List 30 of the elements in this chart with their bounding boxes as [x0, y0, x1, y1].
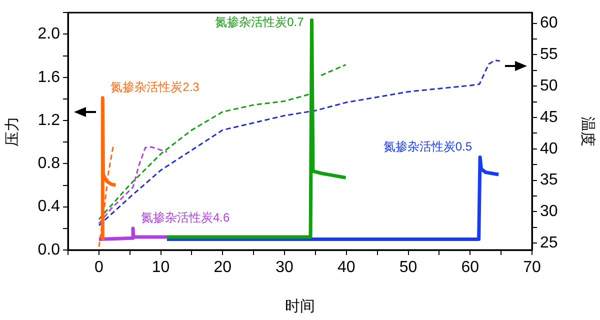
- x-tick-label: 30: [276, 259, 294, 276]
- y2-tick-label: 30: [540, 203, 558, 220]
- y2-tick-label: 55: [540, 46, 558, 64]
- x-tick-label: 40: [338, 259, 356, 276]
- y-tick-label: 2.0: [38, 26, 60, 43]
- x-tick-label: 10: [152, 259, 170, 276]
- y-tick-label: 1.2: [38, 112, 60, 129]
- x-tick-label: 20: [214, 259, 232, 276]
- y2-axis-title: 温度: [578, 116, 596, 146]
- x-axis-title: 时间: [285, 298, 315, 316]
- y2-tick-label: 45: [540, 108, 558, 126]
- y-tick-label: 0.8: [38, 155, 60, 172]
- y-tick-label: 0.0: [38, 241, 60, 258]
- series-label: 氮掺杂活性炭0.7: [215, 14, 304, 29]
- y-tick-label: 0.4: [38, 198, 60, 216]
- y2-tick-label: 60: [540, 14, 558, 32]
- x-tick-label: 50: [399, 259, 418, 276]
- series-label: 氮掺杂活性炭2.3: [110, 80, 200, 94]
- x-tick-label: 60: [461, 259, 480, 276]
- x-tick-label: 70: [523, 259, 541, 276]
- x-tick-label: 0: [94, 259, 104, 276]
- y-tick-label: 1.6: [38, 68, 60, 86]
- series-label: 氮掺杂活性炭4.6: [140, 210, 230, 225]
- y2-tick-label: 25: [540, 234, 558, 252]
- y2-tick-label: 50: [540, 77, 558, 94]
- line-series: [98, 60, 501, 226]
- y-axis-title: 压力: [4, 116, 22, 146]
- y2-tick-label: 40: [540, 140, 558, 158]
- series-label: 氮掺杂活性炭0.5: [383, 140, 472, 154]
- y2-tick-label: 35: [540, 172, 558, 189]
